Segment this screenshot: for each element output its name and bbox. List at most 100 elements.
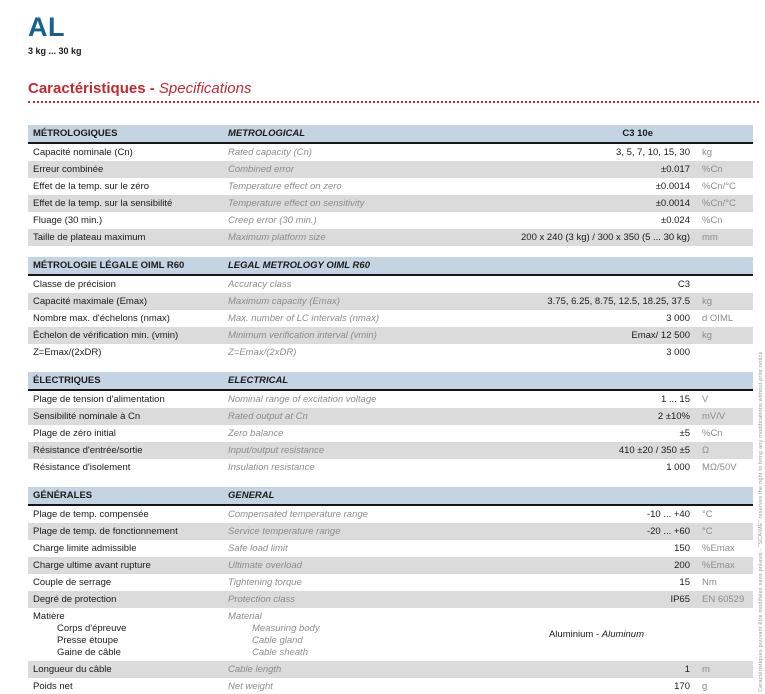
spec-value: 1 000	[666, 462, 690, 473]
spec-label-en-cell: Accuracy class	[228, 278, 500, 291]
section-header-en: ELECTRICAL	[228, 375, 289, 386]
spec-unit: %Emax	[702, 560, 735, 571]
spec-label-fr: Effet de la temp. sur le zéro	[33, 181, 149, 192]
spec-label-en: Temperature effect on zero	[228, 181, 342, 192]
spec-unit-cell: mV/V	[693, 411, 753, 422]
spec-label-en: Creep error (30 min.)	[228, 215, 317, 226]
spec-label-en: Insulation resistance	[228, 462, 315, 473]
section-title-en: Specifications	[158, 80, 252, 97]
spec-row: Erreur combinée Combined error ±0.017 %Cn	[28, 161, 753, 178]
section-header-fr: MÉTROLOGIQUES	[33, 128, 118, 139]
spec-value: 1 ... 15	[660, 394, 690, 405]
spec-value: 15	[679, 577, 690, 588]
spec-label-fr-cell: Taille de plateau maximum	[28, 231, 228, 244]
spec-label-fr: Plage de zéro initial	[33, 428, 116, 439]
spec-value: 2 ±10%	[657, 411, 690, 422]
spec-row: Capacité nominale (Cn) Rated capacity (Cn…	[28, 144, 753, 161]
spec-label-en-cell: Temperature effect on zero	[228, 180, 500, 193]
spec-unit-cell: g	[693, 681, 753, 692]
spec-row: Charge ultime avant rupture Ultimate over…	[28, 557, 753, 574]
spec-label-fr: Plage de tension d'alimentation	[33, 394, 165, 405]
spec-sublabel-en: Cable gland	[252, 635, 303, 646]
spec-label-fr: Charge ultime avant rupture	[33, 560, 151, 571]
spec-unit: g	[702, 681, 708, 692]
spec-unit-cell: V	[693, 394, 753, 405]
spec-sublabel-en: Measuring body	[252, 623, 320, 634]
spec-label-fr-cell: Plage de tension d'alimentation	[28, 393, 228, 406]
spec-label-en-cell: Maximum platform size	[228, 231, 500, 244]
section-header-fr: GÉNÉRALES	[33, 490, 93, 501]
spec-label-en-cell: Service temperature range	[228, 525, 500, 538]
section-header-row: MÉTROLOGIE LÉGALE OIML R60 LEGAL METROLOG…	[28, 257, 753, 276]
spec-row: Couple de serrage Tightening torque 15 Nm	[28, 574, 753, 591]
spec-value-cell: 3, 5, 7, 10, 15, 30	[500, 147, 693, 158]
spec-label-en-cell: Material Measuring body Cable gland Cable s…	[228, 610, 500, 659]
spec-row: Longueur du câble Cable length 1 m	[28, 661, 753, 678]
spec-value: -10 ... +40	[646, 509, 690, 520]
spec-value-cell: 1 000	[500, 462, 693, 473]
spec-value: 3, 5, 7, 10, 15, 30	[616, 147, 690, 158]
spec-unit: %Emax	[702, 543, 735, 554]
spec-label-en: Tightening torque	[228, 577, 302, 588]
spec-label-en-cell: Zero balance	[228, 427, 500, 440]
spec-value: 1	[684, 664, 690, 675]
spec-label-en-cell: Z=Emax/(2xDR)	[228, 346, 500, 359]
spec-label-fr: Capacité nominale (Cn)	[33, 147, 133, 158]
spec-sublabel-fr: Gaine de câble	[57, 647, 121, 658]
section-header-en: LEGAL METROLOGY OIML R60	[228, 260, 370, 271]
spec-value: 3 000	[666, 347, 690, 358]
section-rows: Capacité nominale (Cn) Rated capacity (Cn…	[28, 144, 753, 246]
spec-value-cell: IP65	[500, 594, 693, 605]
spec-value: 170	[674, 681, 690, 692]
spec-row: Fluage (30 min.) Creep error (30 min.) ±0.…	[28, 212, 753, 229]
disclaimer-vertical-text: Caractéristiques pouvant être modifiées …	[758, 351, 764, 692]
spec-unit-cell: d OIML	[693, 313, 753, 324]
spec-row: Matière Corps d'épreuve Presse étoupe Gaine…	[28, 608, 753, 661]
spec-value-cell: 170	[500, 681, 693, 692]
spec-label-fr: Effet de la temp. sur la sensibilité	[33, 198, 173, 209]
spec-unit-cell: %Cn	[693, 428, 753, 439]
spec-value-cell: 150	[500, 543, 693, 554]
spec-value-cell: ±0.024	[500, 215, 693, 226]
spec-label-fr-cell: Plage de temp. de fonctionnement	[28, 525, 228, 538]
spec-label-en: Compensated temperature range	[228, 509, 368, 520]
spec-label-en: Ultimate overload	[228, 560, 302, 571]
spec-label-fr-cell: Plage de temp. compensée	[28, 508, 228, 521]
spec-sublabel-en: Cable sheath	[252, 647, 308, 658]
spec-row: Échelon de vérification min. (vmin) Minim…	[28, 327, 753, 344]
spec-label-fr-cell: Résistance d'entrée/sortie	[28, 444, 228, 457]
spec-value-cell: -20 ... +60	[500, 526, 693, 537]
spec-unit: m	[702, 664, 710, 675]
spec-label-en-cell: Protection class	[228, 593, 500, 606]
spec-unit-cell: °C	[693, 509, 753, 520]
spec-unit: °C	[702, 526, 713, 537]
spec-row: Degré de protection Protection class IP65 E…	[28, 591, 753, 608]
spec-label-fr: Degré de protection	[33, 594, 117, 605]
spec-value-cell: 15	[500, 577, 693, 588]
spec-unit-cell: %Cn/°C	[693, 181, 753, 192]
capacity-range: 3 kg ... 30 kg	[28, 46, 82, 56]
spec-label-fr-cell: Couple de serrage	[28, 576, 228, 589]
spec-label-en: Z=Emax/(2xDR)	[228, 347, 297, 358]
spec-row: Taille de plateau maximum Maximum platfor…	[28, 229, 753, 246]
section-title-separator: -	[145, 80, 159, 97]
spec-label-en: Accuracy class	[228, 279, 292, 290]
spec-label-en-cell: Temperature effect on sensitivity	[228, 197, 500, 210]
spec-value-cell: 3 000	[500, 347, 693, 358]
section-rows: Plage de tension d'alimentation Nominal r…	[28, 391, 753, 476]
spec-value-cell: Emax/ 12 500	[500, 330, 693, 341]
spec-value: ±0.024	[661, 215, 690, 226]
spec-row: Poids net Net weight 170 g	[28, 678, 753, 694]
spec-label-fr: Taille de plateau maximum	[33, 232, 146, 243]
spec-value: C3	[677, 279, 690, 290]
spec-value-cell: 410 ±20 / 350 ±5	[500, 445, 693, 456]
spec-label-en: Cable length	[228, 664, 282, 675]
spec-label-fr-cell: Charge ultime avant rupture	[28, 559, 228, 572]
spec-label-en-cell: Input/output resistance	[228, 444, 500, 457]
spec-label-fr: Classe de précision	[33, 279, 116, 290]
spec-label-fr: Sensibilité nominale à Cn	[33, 411, 141, 422]
spec-section: ÉLECTRIQUES ELECTRICAL Plage de tension d'…	[28, 372, 753, 476]
spec-label-en: Max. number of LC intervals (nmax)	[228, 313, 379, 324]
spec-row: Effet de la temp. sur la sensibilité Temp…	[28, 195, 753, 212]
spec-value: -20 ... +60	[646, 526, 690, 537]
